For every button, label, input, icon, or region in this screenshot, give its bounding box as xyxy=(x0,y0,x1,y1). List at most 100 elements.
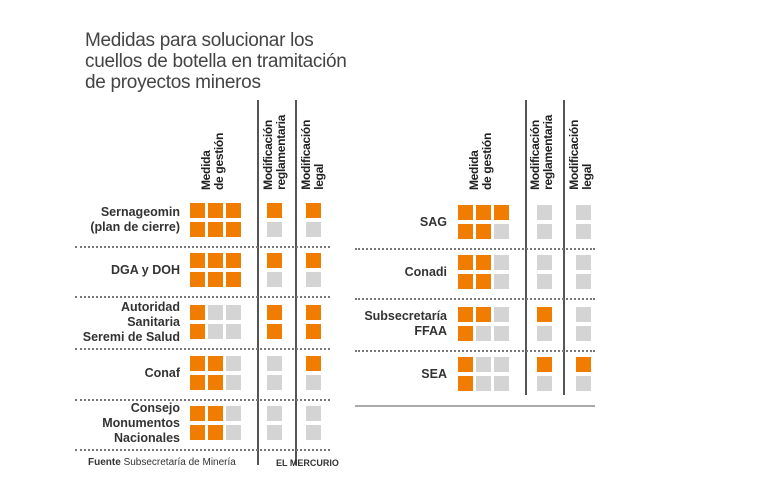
title-line: cuellos de botella en tramitación xyxy=(85,51,347,72)
row-divider xyxy=(75,348,330,350)
row-divider xyxy=(75,246,330,248)
filled-square-gestion xyxy=(190,356,205,371)
column-header-gestion: Medida de gestión xyxy=(199,133,226,190)
filled-square-legal xyxy=(306,305,321,320)
column-header-gestion: Medida de gestión xyxy=(467,132,494,190)
row-label: Autoridad Sanitaria Seremi de Salud xyxy=(30,300,180,344)
empty-square-reglamentaria xyxy=(267,272,282,287)
empty-square-reglamentaria xyxy=(537,274,552,289)
filled-square-gestion xyxy=(190,324,205,339)
empty-square-gestion xyxy=(494,307,509,322)
row-label-text: DGA y DOH xyxy=(111,263,180,278)
row-label-line: SAG xyxy=(419,214,447,229)
filled-square-gestion xyxy=(208,375,223,390)
empty-square-reglamentaria xyxy=(537,255,552,270)
empty-square-gestion xyxy=(476,376,491,391)
filled-square-reglamentaria xyxy=(267,305,282,320)
row-label-line: Nacionales xyxy=(113,430,180,445)
filled-square-gestion xyxy=(190,406,205,421)
row-label: DGA y DOH xyxy=(30,253,180,287)
empty-square-gestion xyxy=(494,326,509,341)
row-label-line: Sanitaria xyxy=(127,314,180,329)
filled-square-gestion xyxy=(208,272,223,287)
empty-square-gestion xyxy=(226,305,241,320)
filled-square-gestion xyxy=(190,203,205,218)
empty-square-gestion xyxy=(226,324,241,339)
empty-square-legal xyxy=(306,425,321,440)
filled-square-gestion xyxy=(458,274,473,289)
row-label: Conadi xyxy=(297,255,447,289)
filled-square-gestion xyxy=(458,224,473,239)
empty-square-legal xyxy=(306,272,321,287)
row-label-text: Conadi xyxy=(405,265,447,280)
filled-square-gestion xyxy=(476,205,491,220)
filled-square-gestion xyxy=(476,307,491,322)
row-label: Sernageomin (plan de cierre) xyxy=(30,203,180,237)
filled-square-gestion xyxy=(476,255,491,270)
empty-square-gestion xyxy=(494,255,509,270)
empty-square-reglamentaria xyxy=(537,326,552,341)
filled-square-gestion xyxy=(458,376,473,391)
column-divider xyxy=(563,100,565,395)
title-line: Medidas para solucionar los xyxy=(85,30,314,51)
filled-square-gestion xyxy=(190,425,205,440)
filled-square-gestion xyxy=(190,222,205,237)
filled-square-reglamentaria xyxy=(267,324,282,339)
filled-square-gestion xyxy=(476,224,491,239)
filled-square-gestion xyxy=(476,274,491,289)
row-label-line: Conadi xyxy=(404,264,447,279)
row-label-text: Autoridad Sanitaria Seremi de Salud xyxy=(83,300,180,345)
empty-square-reglamentaria xyxy=(267,425,282,440)
column-header-line: legal xyxy=(580,164,594,190)
column-header-line: de gestión xyxy=(480,132,494,190)
filled-square-gestion xyxy=(208,203,223,218)
row-label-text: Conaf xyxy=(145,366,180,381)
row-label-text: Consejo Monumentos Nacionales xyxy=(102,401,180,446)
row-label-line: Subsecretaría xyxy=(364,309,447,323)
empty-square-gestion xyxy=(476,326,491,341)
filled-square-legal xyxy=(306,356,321,371)
filled-square-gestion xyxy=(190,253,205,268)
empty-square-legal xyxy=(576,326,591,341)
empty-square-gestion xyxy=(226,375,241,390)
row-label-line: Autoridad xyxy=(120,299,180,314)
empty-square-legal xyxy=(576,224,591,239)
filled-square-legal xyxy=(306,253,321,268)
row-label-text: Subsecretaría FFAA xyxy=(364,309,447,339)
filled-square-gestion xyxy=(226,222,241,237)
source-note: Fuente Subsecretaría de Minería xyxy=(88,457,236,468)
row-label-line: DGA y DOH xyxy=(111,262,180,277)
title-line: de proyectos mineros xyxy=(85,72,261,93)
column-header-legal: Modificación legal xyxy=(567,120,594,190)
column-header-legal: Modificación legal xyxy=(299,120,326,190)
row-divider xyxy=(75,449,330,451)
filled-square-gestion xyxy=(208,425,223,440)
filled-square-gestion xyxy=(208,253,223,268)
filled-square-gestion xyxy=(208,406,223,421)
filled-square-gestion xyxy=(190,272,205,287)
empty-square-gestion xyxy=(494,224,509,239)
empty-square-gestion xyxy=(494,376,509,391)
filled-square-gestion xyxy=(458,255,473,270)
empty-square-gestion xyxy=(226,356,241,371)
empty-square-reglamentaria xyxy=(267,222,282,237)
empty-square-reglamentaria xyxy=(537,205,552,220)
filled-square-gestion xyxy=(208,356,223,371)
empty-square-gestion xyxy=(494,274,509,289)
empty-square-reglamentaria xyxy=(537,224,552,239)
row-label-line: Sernageomin xyxy=(100,205,180,219)
empty-square-gestion xyxy=(494,357,509,372)
empty-square-legal xyxy=(306,406,321,421)
row-label: Subsecretaría FFAA xyxy=(297,307,447,341)
column-divider xyxy=(295,100,297,465)
chart-title: Medidas para solucionar los cuellos de b… xyxy=(85,30,347,93)
empty-square-legal xyxy=(576,255,591,270)
column-header-line: reglamentaria xyxy=(541,115,555,190)
column-divider xyxy=(525,100,527,395)
filled-square-gestion xyxy=(226,203,241,218)
filled-square-legal xyxy=(306,203,321,218)
empty-square-reglamentaria xyxy=(537,376,552,391)
column-header-line: legal xyxy=(312,164,326,190)
empty-square-legal xyxy=(576,205,591,220)
column-header-reglamentaria: Modificación reglamentaria xyxy=(528,115,555,190)
